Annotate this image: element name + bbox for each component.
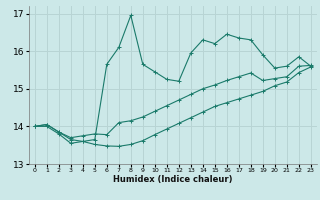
- X-axis label: Humidex (Indice chaleur): Humidex (Indice chaleur): [113, 175, 233, 184]
